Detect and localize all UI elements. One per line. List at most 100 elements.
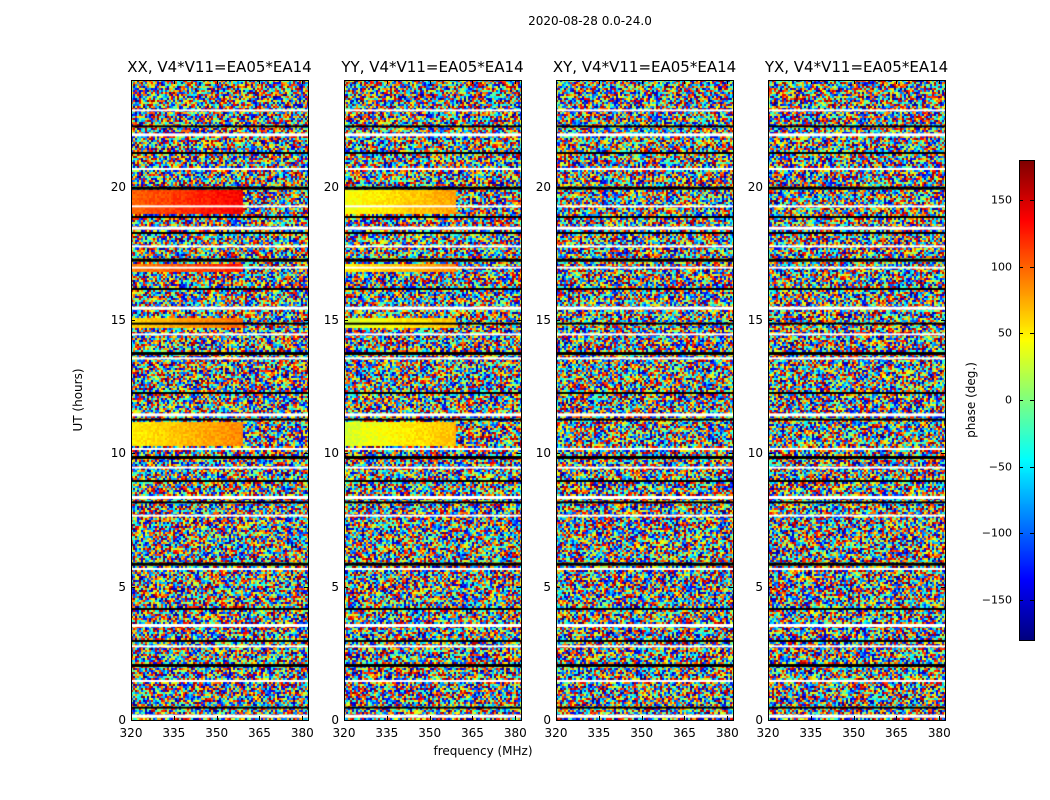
y-tick-mark [344,320,348,321]
x-tick-mark [131,716,132,720]
x-tick-mark [472,80,474,84]
y-tick-label: 0 [331,713,339,727]
y-tick-label: 10 [535,446,551,461]
y-tick-mark [729,586,733,588]
y-tick-mark [344,586,348,588]
x-tick-mark [598,716,600,720]
x-tick-mark [386,80,388,84]
x-tick-mark [768,716,769,720]
y-tick-mark [729,320,733,321]
figure-suptitle: 2020-08-28 0.0-24.0 [528,14,652,28]
panel-title-yy: YY, V4*V11=EA05*EA14 [341,58,524,76]
colorbar-tick-mark [1019,200,1023,201]
x-tick-mark [853,80,855,84]
x-tick-label: 350 [630,726,654,740]
x-tick-label: 365 [461,726,484,740]
colorbar-tick-mark [1019,266,1023,268]
y-tick-mark [556,720,560,721]
x-tick-mark [173,716,175,720]
x-tick-mark [131,80,132,84]
x-tick-mark [939,716,941,720]
colorbar-tick-label: 100 [991,260,1012,274]
y-tick-label: 10 [323,446,339,461]
y-tick-mark [517,586,521,588]
y-tick-mark [131,586,135,588]
x-tick-mark [896,716,898,720]
x-tick-mark [173,80,175,84]
y-tick-mark [556,320,560,321]
x-tick-label: 380 [927,726,951,740]
x-tick-mark [429,716,431,720]
colorbar-tick-mark [1019,333,1023,335]
colorbar-tick-mark [1019,600,1023,601]
x-tick-mark [344,80,345,84]
x-tick-mark [896,80,898,84]
x-tick-mark [684,80,686,84]
y-tick-mark [517,186,521,188]
x-tick-label: 350 [205,726,229,740]
x-tick-mark [302,80,304,84]
y-tick-label: 0 [543,713,551,727]
y-tick-label: 5 [118,579,126,594]
colorbar-tick-mark [1030,266,1034,268]
x-tick-mark [641,716,643,720]
x-tick-mark [472,716,474,720]
y-tick-mark [729,720,733,721]
y-tick-mark [304,720,308,721]
y-tick-mark [517,453,521,455]
x-tick-label: 380 [290,726,314,740]
colorbar-tick-mark [1030,533,1034,535]
x-tick-mark [939,80,941,84]
y-tick-label: 20 [110,179,126,194]
phase-heatmap-yy [344,80,521,720]
colorbar-tick-label: −100 [981,526,1012,540]
y-tick-mark [768,453,772,455]
y-tick-mark [941,453,945,455]
x-tick-label: 350 [418,726,442,740]
y-tick-label: 5 [755,579,763,594]
y-tick-mark [729,453,733,455]
y-tick-mark [517,320,521,321]
x-tick-label: 320 [332,726,356,740]
panel-title-xx: XX, V4*V11=EA05*EA14 [127,58,312,76]
y-tick-label: 10 [747,446,763,461]
x-tick-label: 380 [715,726,739,740]
colorbar-tick-mark [1030,600,1034,601]
x-tick-label: 380 [503,726,527,740]
y-tick-label: 10 [110,446,126,461]
y-tick-mark [517,720,521,721]
y-tick-mark [729,186,733,188]
x-tick-label: 365 [885,726,908,740]
phase-heatmap-yx [768,80,945,720]
x-tick-mark [515,80,517,84]
colorbar [1019,160,1034,640]
x-tick-mark [302,716,304,720]
y-tick-label: 15 [110,313,126,327]
y-tick-mark [768,186,772,188]
x-tick-mark [853,716,855,720]
panel-title-xy: XY, V4*V11=EA05*EA14 [552,58,737,76]
x-tick-mark [810,80,812,84]
y-tick-mark [131,453,135,455]
x-tick-mark [344,716,345,720]
x-tick-label: 335 [162,726,186,740]
phase-heatmap-xy [556,80,733,720]
x-tick-label: 335 [375,726,399,740]
y-tick-mark [941,720,945,721]
y-tick-mark [304,453,308,455]
y-tick-mark [556,186,560,188]
y-tick-mark [344,720,348,721]
y-tick-mark [768,586,772,588]
y-tick-mark [556,586,560,588]
phase-heatmap-xx [131,80,308,720]
y-tick-label: 0 [118,713,126,727]
x-tick-mark [429,80,431,84]
x-tick-label: 320 [544,726,568,740]
y-tick-mark [344,186,348,188]
y-tick-mark [941,186,945,188]
y-tick-mark [556,453,560,455]
colorbar-tick-label: 0 [1005,393,1012,407]
x-tick-mark [810,716,812,720]
colorbar-tick-label: 150 [991,193,1012,207]
x-tick-label: 320 [756,726,780,740]
